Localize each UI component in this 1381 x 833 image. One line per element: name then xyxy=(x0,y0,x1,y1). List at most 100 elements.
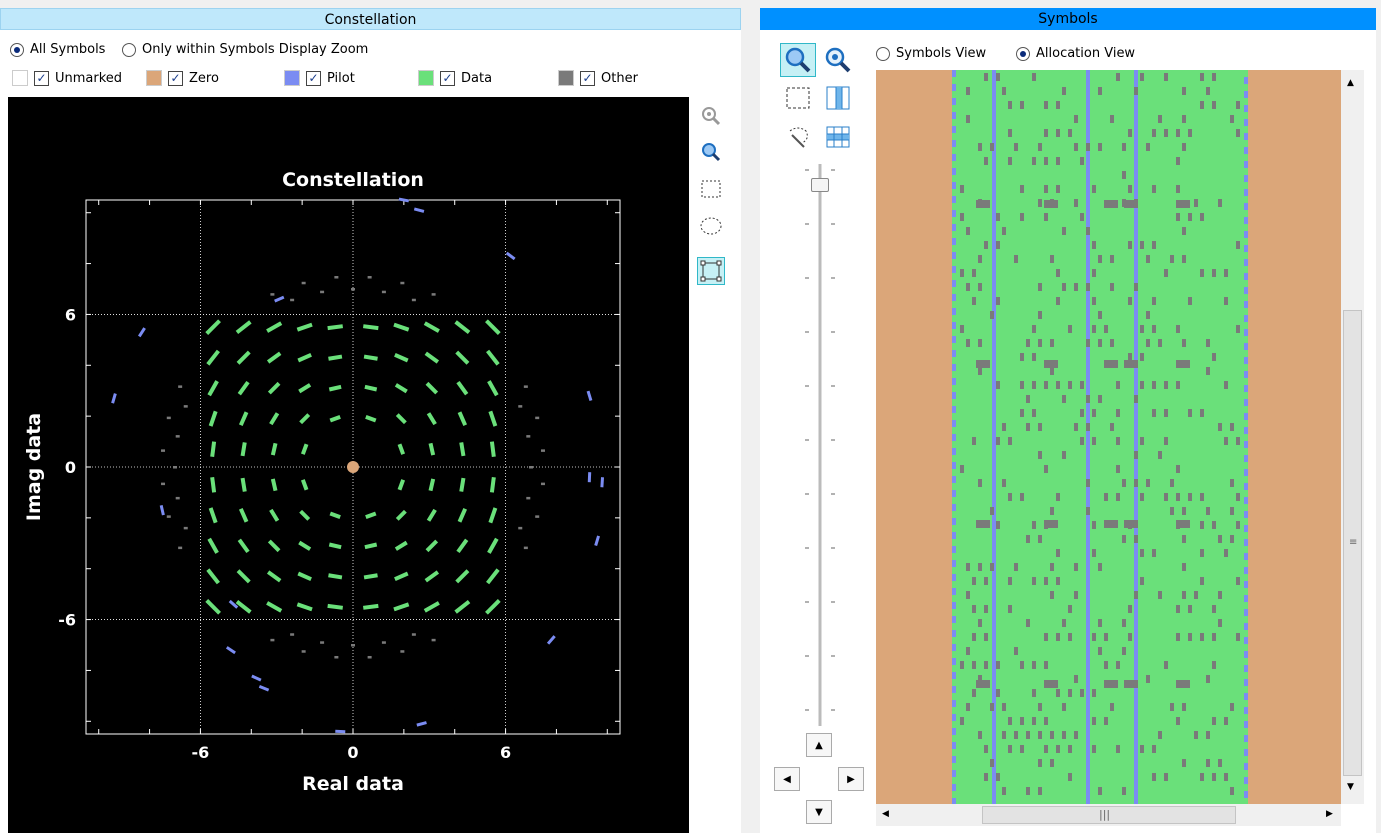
pilot-edge-cell xyxy=(952,700,956,707)
other-cell xyxy=(1206,87,1210,95)
zoom-slider-track[interactable] xyxy=(800,160,840,730)
rect-select-icon-symbols[interactable] xyxy=(782,82,814,114)
other-cell xyxy=(1056,549,1060,557)
other-cell xyxy=(996,661,1000,669)
pilot-point xyxy=(505,251,516,261)
legend-data-checkbox[interactable]: ✓ xyxy=(440,70,455,86)
pilot-edge-cell xyxy=(1244,483,1248,490)
legend-zero[interactable]: ✓ Zero xyxy=(146,70,219,86)
pilot-edge-cell xyxy=(1244,497,1248,504)
pilot-point xyxy=(335,729,346,734)
other-point xyxy=(540,482,545,486)
zoom-slider[interactable] xyxy=(800,160,840,730)
other-cell xyxy=(1140,437,1144,445)
pilot-edge-cell xyxy=(1244,581,1248,588)
other-point xyxy=(381,641,386,644)
pilot-edge-cell xyxy=(1244,91,1248,98)
legend-other[interactable]: ✓ Other xyxy=(558,70,638,86)
radio-allocation-view[interactable]: Allocation View xyxy=(1016,46,1135,61)
other-point xyxy=(270,638,275,642)
zoom-slider-handle[interactable] xyxy=(811,178,829,192)
scroll-up-arrow-icon[interactable]: ▲ xyxy=(1347,78,1354,88)
scroll-right-arrow-icon[interactable]: ▶ xyxy=(1326,809,1333,819)
data-point xyxy=(270,442,278,456)
other-cell xyxy=(1134,283,1138,291)
other-cell xyxy=(1122,787,1126,795)
other-cell xyxy=(1050,731,1054,739)
other-cell xyxy=(972,661,976,669)
other-cell xyxy=(1044,717,1048,725)
zoom-fit-icon[interactable] xyxy=(697,102,725,130)
other-cell xyxy=(990,311,994,319)
other-cell xyxy=(1038,311,1042,319)
horizontal-scrollbar[interactable]: ◀ ||| ▶ xyxy=(876,804,1341,826)
zoom-in-icon[interactable] xyxy=(780,43,816,77)
legend-data[interactable]: ✓ Data xyxy=(418,70,492,86)
other-cell xyxy=(1140,73,1144,81)
data-point xyxy=(210,441,217,457)
other-cell xyxy=(972,577,976,585)
allocation-grid[interactable] xyxy=(876,70,1341,804)
scroll-left-arrow-icon[interactable]: ◀ xyxy=(882,809,889,819)
legend-pilot-checkbox[interactable]: ✓ xyxy=(306,70,321,86)
other-cell xyxy=(1056,493,1060,501)
data-point xyxy=(208,410,218,427)
other-cell xyxy=(1056,269,1060,277)
table-icon[interactable] xyxy=(822,121,854,153)
vertical-scrollbar[interactable]: ▲ ≡ ▼ xyxy=(1341,70,1364,804)
other-cell xyxy=(984,661,988,669)
legend-pilot-swatch[interactable] xyxy=(284,70,300,86)
pan-down-button[interactable]: ▼ xyxy=(806,800,832,824)
data-point xyxy=(485,319,501,335)
legend-other-swatch[interactable] xyxy=(558,70,574,86)
radio-symbols-view-button[interactable] xyxy=(876,46,890,61)
rect-select-icon[interactable] xyxy=(697,175,725,203)
pilot-point xyxy=(274,295,285,303)
legend-zero-swatch[interactable] xyxy=(146,70,162,86)
pan-up-button[interactable]: ▲ xyxy=(806,733,832,757)
radio-allocation-view-button[interactable] xyxy=(1016,46,1030,61)
radio-zoom-only-button[interactable] xyxy=(122,42,136,57)
data-point xyxy=(459,442,466,457)
other-cell xyxy=(1182,115,1186,123)
legend-pilot[interactable]: ✓ Pilot xyxy=(284,70,355,86)
pan-left-button[interactable]: ◀ xyxy=(774,767,800,791)
radio-zoom-only[interactable]: Only within Symbols Display Zoom xyxy=(122,42,368,57)
legend-other-checkbox[interactable]: ✓ xyxy=(580,70,595,86)
other-point xyxy=(351,644,355,647)
other-point xyxy=(270,293,275,296)
radio-all-symbols-button[interactable] xyxy=(10,42,24,57)
constellation-plot[interactable]: -6 0 6 6 0 -6 Constellation Real data Imag data xyxy=(8,97,689,833)
data-point xyxy=(459,477,466,492)
legend-zero-checkbox[interactable]: ✓ xyxy=(168,70,183,86)
radio-all-symbols[interactable]: All Symbols xyxy=(10,42,105,57)
zoom-icon[interactable] xyxy=(697,138,725,166)
pilot-edge-cell xyxy=(952,238,956,245)
radio-symbols-view[interactable]: Symbols View xyxy=(876,46,986,61)
legend-unmarked-checkbox[interactable]: ✓ xyxy=(34,70,49,86)
legend-unmarked-swatch[interactable] xyxy=(12,70,28,86)
vertical-scroll-thumb[interactable]: ≡ xyxy=(1343,310,1362,776)
other-cell xyxy=(1032,409,1036,417)
other-cell xyxy=(1224,717,1228,725)
legend-data-swatch[interactable] xyxy=(418,70,434,86)
other-cell xyxy=(996,297,1000,305)
legend-unmarked[interactable]: ✓ Unmarked xyxy=(12,70,122,86)
zoom-fit-icon-symbols[interactable] xyxy=(822,44,854,76)
constellation-chart[interactable]: -6 0 6 6 0 -6 Constellation Real data Imag data xyxy=(8,97,689,833)
scroll-down-arrow-icon[interactable]: ▼ xyxy=(1347,782,1354,792)
horizontal-scroll-thumb[interactable]: ||| xyxy=(982,806,1236,824)
frame-select-icon[interactable] xyxy=(697,257,725,285)
data-point xyxy=(397,479,406,491)
pilot-column xyxy=(1086,70,1090,804)
data-point xyxy=(489,477,496,493)
ellipse-select-icon[interactable] xyxy=(697,212,725,240)
lasso-select-icon[interactable] xyxy=(782,121,814,153)
other-cell xyxy=(1086,143,1090,151)
other-cell xyxy=(1182,143,1186,151)
pan-right-button[interactable]: ▶ xyxy=(838,767,864,791)
pilot-point xyxy=(159,505,165,516)
other-cell xyxy=(1194,199,1198,207)
column-select-icon[interactable] xyxy=(822,82,854,114)
other-cell xyxy=(984,745,988,753)
